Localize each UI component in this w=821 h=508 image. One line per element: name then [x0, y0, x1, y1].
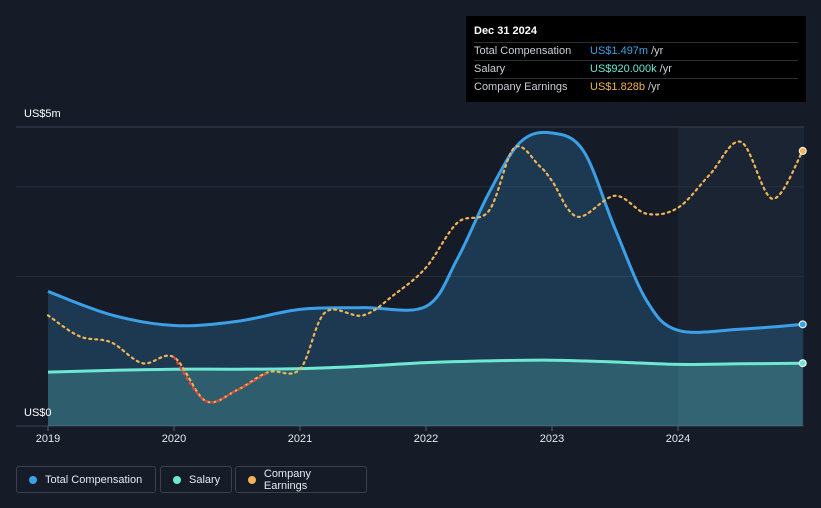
legend-dot-icon [248, 475, 256, 484]
company-earnings-marker [798, 146, 807, 155]
legend-label: Total Compensation [45, 473, 143, 486]
x-tick-label: 2022 [414, 433, 438, 445]
tooltip-value: US$1.828b [590, 81, 646, 93]
tooltip-label: Company Earnings [474, 81, 568, 93]
legend-label: Company Earnings [263, 467, 311, 492]
y-axis-top-label: US$5m [24, 108, 61, 120]
tooltip-value: US$920.000k [590, 63, 657, 75]
salary-marker [798, 359, 807, 368]
total-compensation-area [48, 132, 803, 426]
tooltip-row-total-compensation: Total Compensation US$1.497m /yr [474, 43, 798, 61]
x-tick-label: 2021 [288, 433, 312, 445]
chart-lines [46, 130, 804, 404]
x-tick-label: 2023 [540, 433, 564, 445]
tooltip-unit: /yr [648, 81, 661, 93]
tooltip: Dec 31 2024 Total Compensation US$1.497m… [466, 16, 806, 102]
tooltip-unit: /yr [659, 63, 672, 75]
company-earnings-line [46, 140, 804, 404]
tooltip-date: Dec 31 2024 [474, 24, 798, 43]
company-earnings-dip-segment [172, 356, 270, 404]
x-axis: 2019 2020 2021 2022 2023 2024 [36, 426, 690, 445]
legend-salary[interactable]: Salary [160, 466, 232, 493]
legend-dot-icon [29, 475, 37, 484]
chart-markers [798, 146, 807, 368]
legend-total-compensation[interactable]: Total Compensation [16, 466, 156, 493]
tooltip-row-salary: Salary US$920.000k /yr [474, 61, 798, 79]
salary-area [48, 360, 803, 426]
tooltip-row-company-earnings: Company Earnings US$1.828b /yr [474, 79, 798, 96]
total-compensation-line [47, 130, 803, 334]
chart-areas [48, 132, 803, 426]
x-tick-label: 2019 [36, 433, 60, 445]
tooltip-label: Total Compensation [474, 45, 572, 57]
total-compensation-marker [798, 320, 807, 329]
legend-company-earnings[interactable]: Company Earnings [235, 466, 367, 493]
tooltip-unit: /yr [651, 45, 664, 57]
legend-label: Salary [189, 473, 221, 486]
tooltip-value: US$1.497m [590, 45, 649, 57]
legend-dot-icon [173, 475, 181, 484]
salary-line [47, 358, 803, 374]
tooltip-label: Salary [474, 63, 506, 75]
x-tick-label: 2024 [666, 433, 690, 445]
y-axis-bottom-label: US$0 [24, 407, 52, 419]
chart-grid [16, 126, 804, 427]
x-tick-label: 2020 [162, 433, 186, 445]
